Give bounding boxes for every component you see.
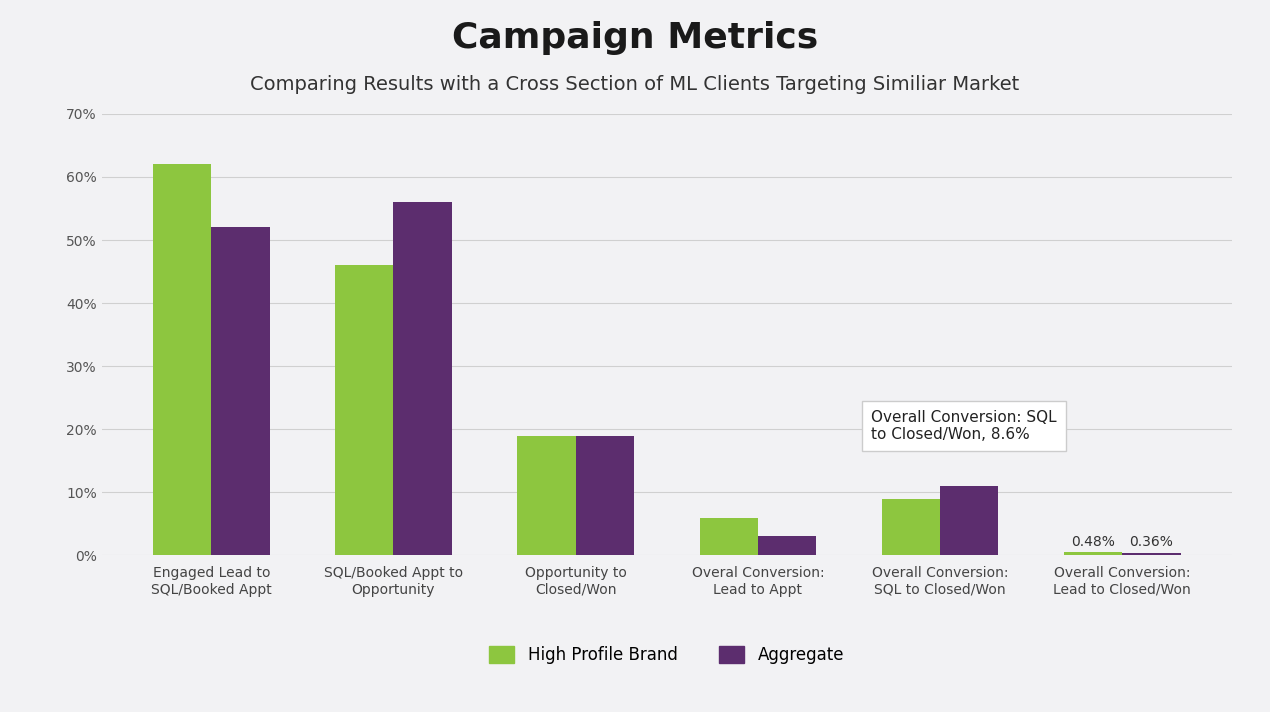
Bar [881,498,940,555]
Text: 0.36%: 0.36% [1129,535,1173,549]
Bar [152,164,211,555]
Text: Overall Conversion: SQL
to Closed/Won, 8.6%: Overall Conversion: SQL to Closed/Won, 8… [871,410,1057,442]
Bar [575,436,634,555]
Bar [1123,553,1181,555]
Bar [758,536,817,555]
Bar [1064,553,1123,555]
Text: 0.48%: 0.48% [1071,535,1115,548]
Bar [211,227,269,555]
Bar [394,202,452,555]
Legend: High Profile Brand, Aggregate: High Profile Brand, Aggregate [483,639,851,671]
Bar [700,518,758,555]
Bar [517,436,575,555]
Text: Comparing Results with a Cross Section of ML Clients Targeting Similiar Market: Comparing Results with a Cross Section o… [250,75,1020,94]
Text: Campaign Metrics: Campaign Metrics [452,21,818,56]
Bar [335,266,394,555]
Bar [940,486,998,555]
